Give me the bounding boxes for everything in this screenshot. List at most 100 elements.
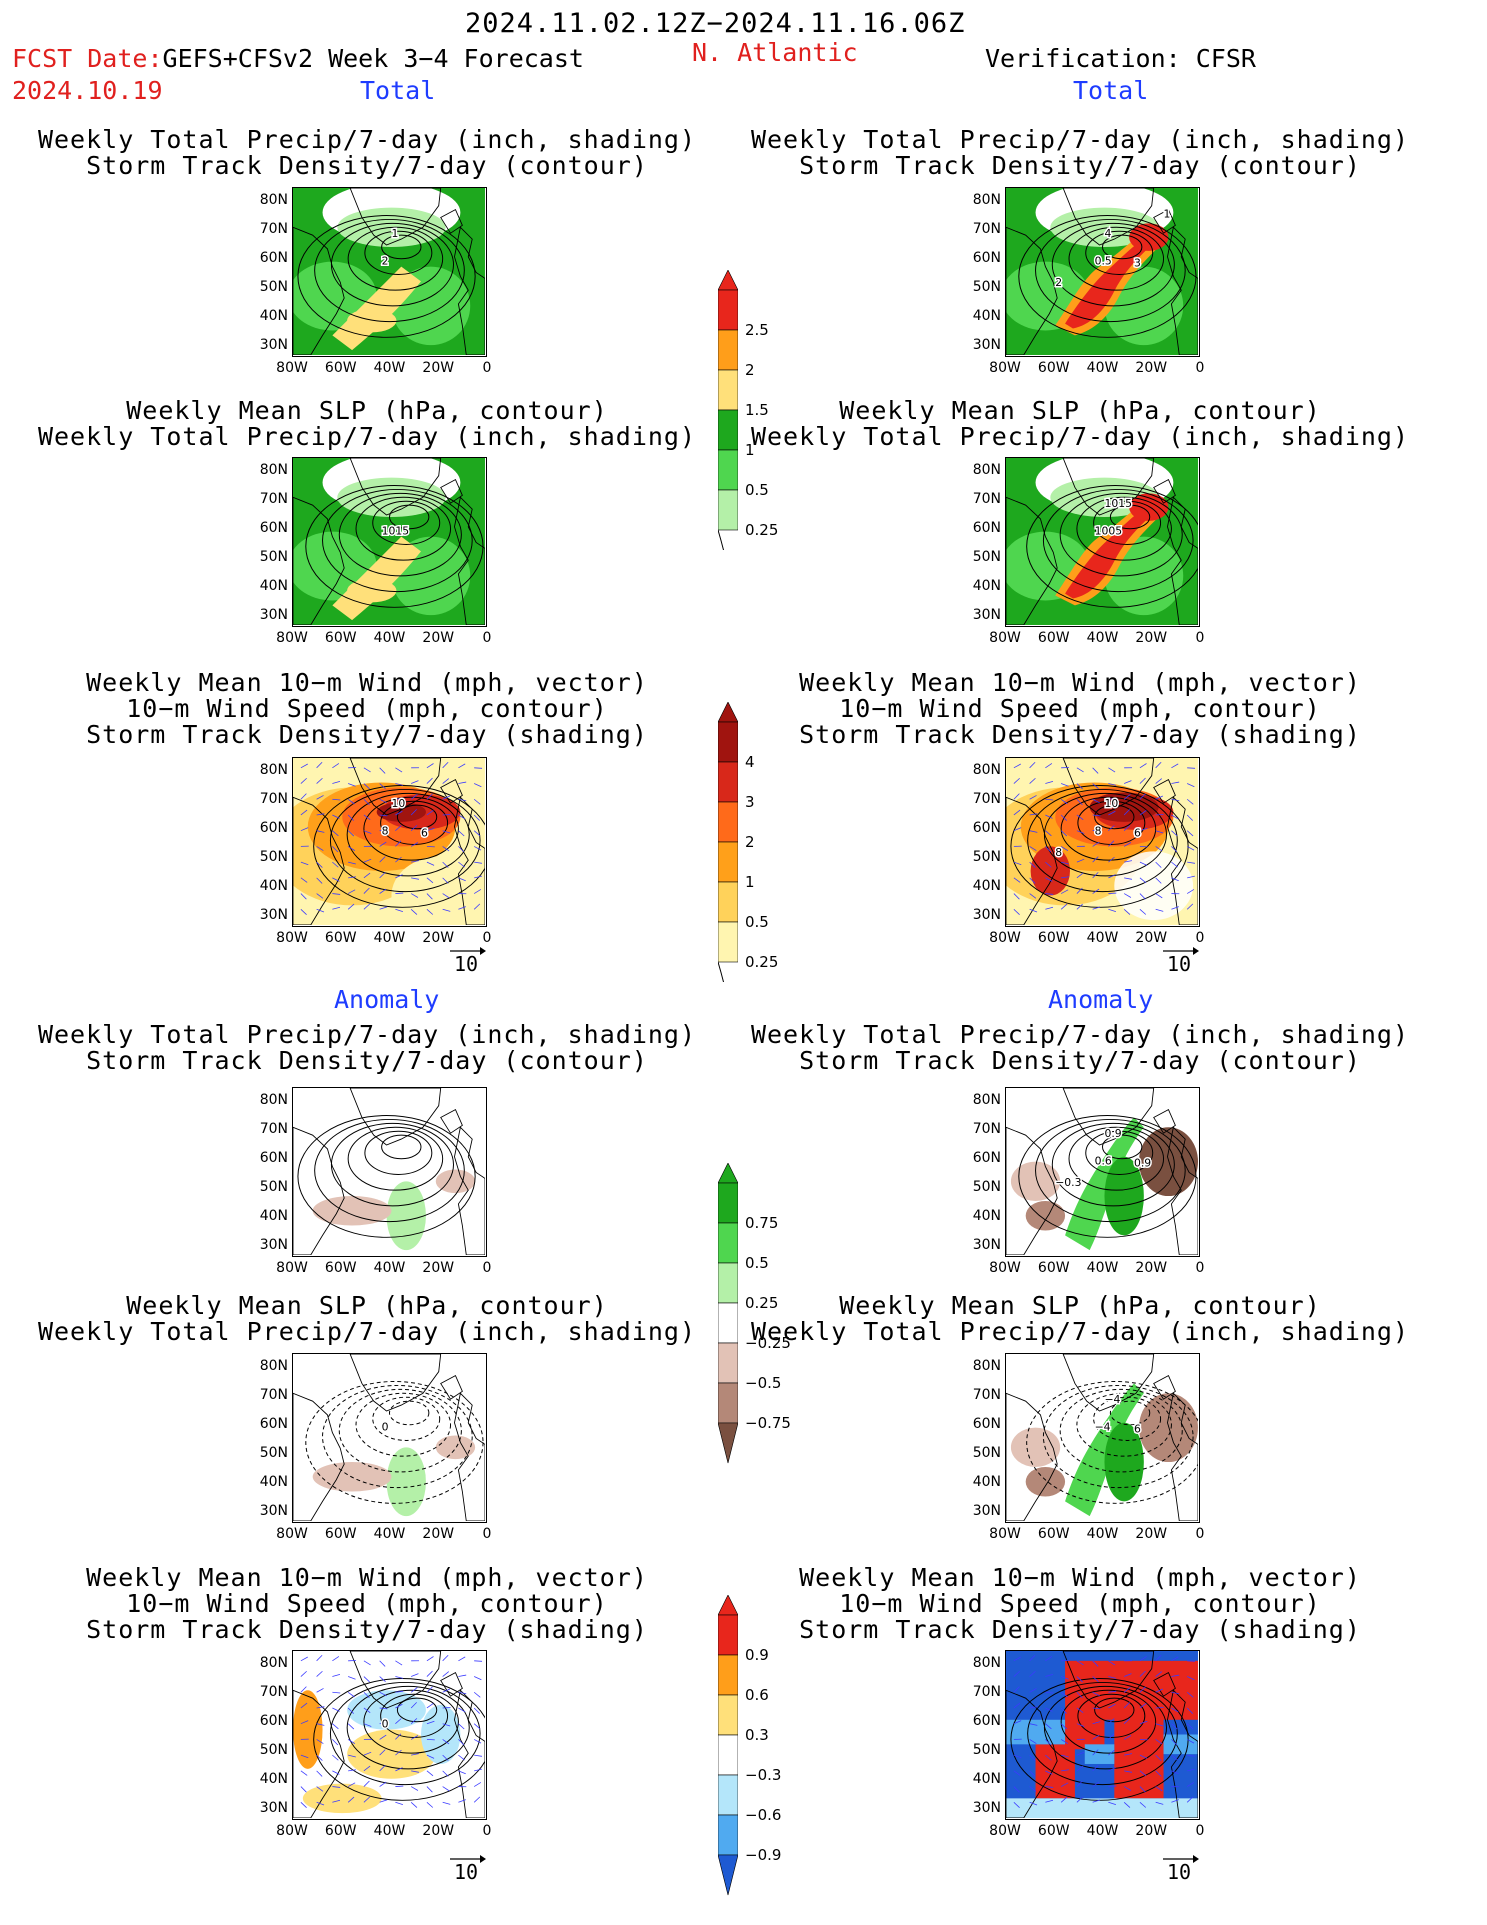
contour-label: 0.6 [1095, 1155, 1112, 1168]
lat-tick: 80N [259, 1655, 288, 1671]
lat-tick: 40N [259, 1771, 288, 1787]
lat-tick: 30N [972, 907, 1001, 923]
map-svg: 0.6 0.9 0.9 −0.3 [1006, 1088, 1198, 1255]
panel-title-line: Weekly Total Precip/7-day (inch, shading… [750, 1020, 1410, 1049]
panel-title-line: 10−m Wind Speed (mph, contour) [126, 694, 608, 723]
lon-tick: 20W [1135, 1526, 1168, 1542]
date-range-title: 2024.11.02.12Z−2024.11.16.06Z [465, 8, 966, 39]
lon-tick: 20W [422, 360, 455, 376]
map-svg [1006, 1651, 1198, 1818]
arrow-right-icon [450, 947, 486, 955]
panel-title-line: Weekly Mean 10−m Wind (mph, vector) [86, 668, 648, 697]
lat-tick: 70N [259, 1387, 288, 1403]
lat-tick: 80N [972, 1358, 1001, 1374]
lon-tick: 20W [422, 930, 455, 946]
contour-label: 0.5 [1095, 255, 1112, 268]
lon-tick: 0 [1195, 1260, 1205, 1276]
colorbar-storm_anom [718, 1595, 738, 1896]
lat-tick: 70N [259, 1121, 288, 1137]
lon-tick: 60W [1037, 930, 1070, 946]
panel-title-line: Weekly Mean SLP (hPa, contour) [126, 1291, 608, 1320]
lon-tick: 20W [1135, 630, 1168, 646]
model-label: GEFS+CFSv2 Week 3−4 Forecast [162, 44, 584, 73]
contour-label: 0.9 [1134, 1157, 1151, 1170]
lat-tick: 40N [972, 308, 1001, 324]
lon-tick: 80W [989, 1526, 1021, 1542]
lat-tick: 50N [972, 1742, 1001, 1758]
map-panel-precip_total-observed: 0.5 4 3 2 1 [1005, 187, 1200, 357]
map-svg [293, 1088, 485, 1255]
lon-tick: 40W [373, 1260, 406, 1276]
lat-tick: 50N [259, 1742, 288, 1758]
lat-tick: 60N [259, 1150, 288, 1166]
lat-tick: 60N [972, 1416, 1001, 1432]
contour-label: 4 [1104, 227, 1111, 240]
map-panel-slp_total-forecast: 1015 [292, 457, 487, 627]
arrow-right-icon [1163, 947, 1199, 955]
section-anomaly-left: Anomaly [334, 985, 440, 1014]
lat-tick: 70N [259, 791, 288, 807]
contour-label: 8 [1095, 825, 1102, 838]
lon-tick: 20W [422, 1260, 455, 1276]
lat-tick: 60N [972, 1150, 1001, 1166]
lat-tick: 30N [259, 1237, 288, 1253]
colorbar-precip_anom [718, 1163, 738, 1464]
lat-tick: 50N [972, 549, 1001, 565]
contour-label: 2 [1055, 276, 1062, 289]
lat-tick: 60N [259, 1416, 288, 1432]
lon-tick: 0 [1195, 930, 1205, 946]
colorbar-label: 1 [745, 441, 755, 459]
panel-title-line: Weekly Total Precip/7-day (inch, shading… [750, 422, 1410, 451]
lat-tick: 50N [259, 849, 288, 865]
lat-tick: 40N [972, 578, 1001, 594]
map-panel-wind_total-forecast: 8 10 6 [292, 757, 487, 927]
panel-title-line: Storm Track Density/7-day (contour) [86, 151, 648, 180]
contour-label: 1015 [382, 525, 410, 538]
lat-tick: 50N [259, 549, 288, 565]
contour-label: 1015 [1104, 497, 1132, 510]
section-total-right: Total [1073, 76, 1149, 105]
map-svg: 0 [293, 1651, 485, 1818]
contour-label: 2 [382, 255, 389, 268]
panel-title-line: Weekly Mean SLP (hPa, contour) [839, 396, 1321, 425]
map-svg: 21 [293, 188, 485, 355]
fcst-label: FCST Date: [12, 44, 163, 73]
lat-tick: 30N [972, 337, 1001, 353]
lat-tick: 60N [259, 1713, 288, 1729]
lat-tick: 30N [972, 1800, 1001, 1816]
lon-tick: 0 [482, 1823, 492, 1839]
contour-label: 1005 [1095, 525, 1123, 538]
colorbar-label: 2 [745, 361, 755, 379]
lon-tick: 80W [276, 930, 308, 946]
panel-title-line: Storm Track Density/7-day (shading) [86, 720, 648, 749]
lon-tick: 80W [276, 1526, 308, 1542]
lon-tick: 0 [482, 1526, 492, 1542]
lon-tick: 0 [1195, 360, 1205, 376]
map-panel-wind_anom-observed [1005, 1650, 1200, 1820]
panel-title-line: Weekly Total Precip/7-day (inch, shading… [37, 1317, 697, 1346]
contour-label: −4 [1095, 1421, 1111, 1434]
lon-tick: 60W [1037, 360, 1070, 376]
lat-tick: 40N [972, 1208, 1001, 1224]
vector-ref-arrow [1163, 1846, 1199, 1870]
lon-tick: 60W [1037, 1823, 1070, 1839]
contour-label: 1 [1164, 207, 1171, 220]
contour-label: 3 [1134, 257, 1141, 270]
lon-tick: 20W [422, 630, 455, 646]
lon-tick: 40W [373, 360, 406, 376]
lon-tick: 0 [1195, 1823, 1205, 1839]
colorbar-label: 3 [745, 793, 755, 811]
lon-tick: 0 [482, 360, 492, 376]
contour-label: 10 [1104, 797, 1118, 810]
lat-tick: 40N [259, 578, 288, 594]
lat-tick: 80N [259, 192, 288, 208]
colorbar-label: 0.75 [745, 1214, 779, 1232]
colorbar-label: 0.9 [745, 1646, 769, 1664]
contour-label: −4 [1104, 1393, 1120, 1406]
map-svg: 1015 [293, 458, 485, 625]
panel-title-line: Storm Track Density/7-day (contour) [86, 1046, 648, 1075]
contour-label: −0.3 [1055, 1176, 1081, 1189]
lat-tick: 60N [972, 250, 1001, 266]
panel-title-line: Storm Track Density/7-day (contour) [799, 1046, 1361, 1075]
lat-tick: 80N [972, 1092, 1001, 1108]
